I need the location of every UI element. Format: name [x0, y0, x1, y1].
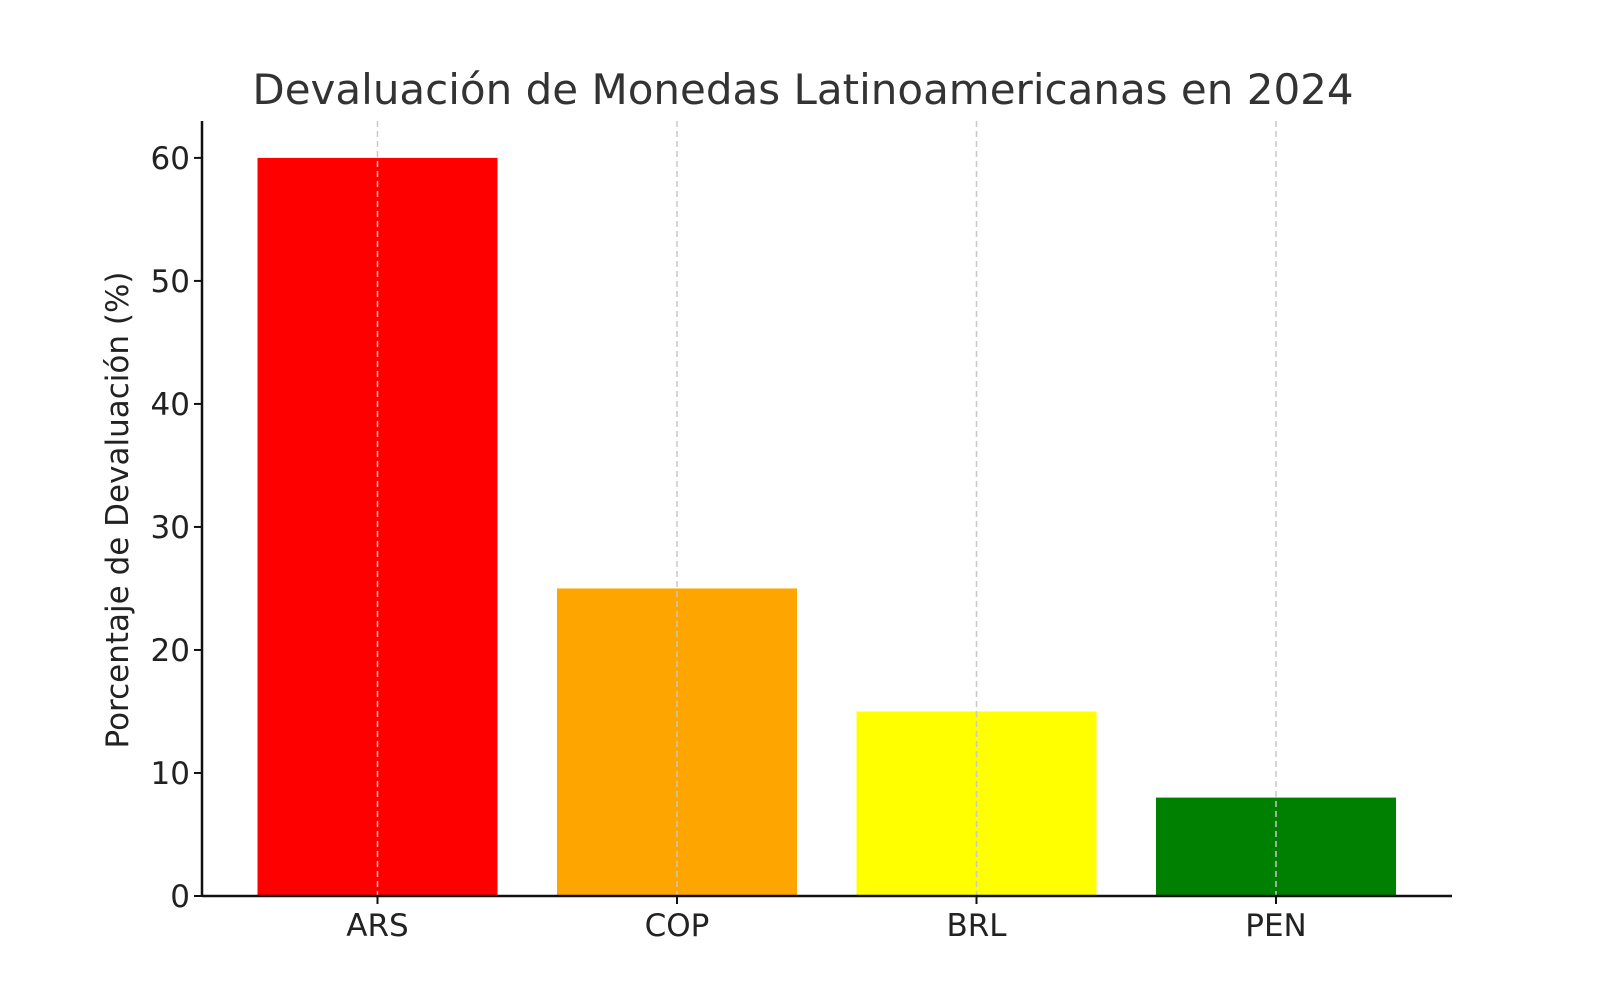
- grid-lines: [376, 121, 1277, 896]
- y-tick-label: 20: [151, 633, 190, 669]
- y-tick-label: 10: [151, 756, 190, 792]
- chart-title: Devaluación de Monedas Latinoamericanas …: [252, 65, 1353, 114]
- y-tick-label: 30: [151, 510, 190, 546]
- y-tick-label: 40: [151, 387, 190, 423]
- x-tick-label-pen: PEN: [1245, 908, 1306, 944]
- y-tick-label: 60: [151, 141, 190, 177]
- x-tick-label-ars: ARS: [346, 908, 408, 944]
- bars: [257, 157, 1396, 896]
- y-tick-label: 0: [170, 879, 190, 915]
- y-axis-label: Porcentaje de Devaluación (%): [100, 272, 136, 749]
- tick-labels: 0 10 20 30 40 50 60 ARS COP BRL PEN: [151, 141, 1307, 944]
- x-tick-label-brl: BRL: [946, 908, 1007, 944]
- axes: [194, 121, 1452, 904]
- x-tick-label-cop: COP: [645, 908, 710, 944]
- y-tick-label: 50: [151, 264, 190, 300]
